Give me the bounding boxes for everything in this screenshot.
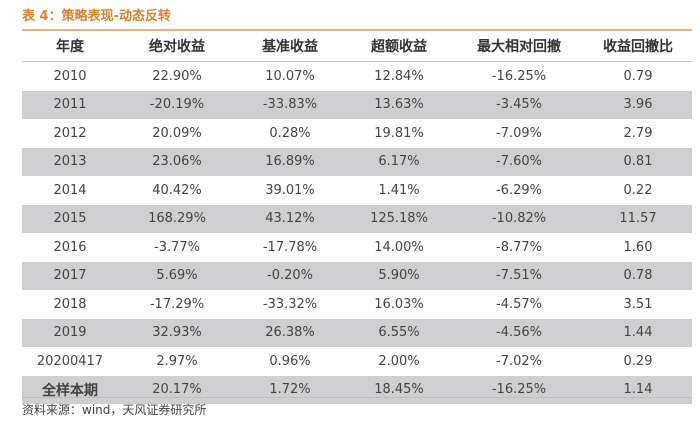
cell-excess-return: 6.55% <box>344 318 454 347</box>
header-excess-return: 超额收益 <box>344 31 454 62</box>
cell-year: 2011 <box>22 90 118 119</box>
table-row: 2017 5.69% -0.20% 5.90% -7.51% 0.78 <box>22 261 692 290</box>
cell-return-drawdown-ratio: 1.60 <box>623 239 653 255</box>
cell-excess-return: 19.81% <box>374 125 424 141</box>
cell-max-drawdown: -8.77% <box>496 239 542 255</box>
cell-absolute-return: 23.06% <box>118 147 236 176</box>
cell-year: 2017 <box>22 261 118 290</box>
cell-max-drawdown: -16.25% <box>454 375 584 404</box>
cell-max-drawdown: -16.25% <box>491 68 547 84</box>
cell-excess-return: 16.03% <box>374 296 424 312</box>
cell-benchmark-return: 16.89% <box>236 147 344 176</box>
cell-absolute-return: 20.09% <box>152 125 202 141</box>
cell-absolute-return: 5.69% <box>118 261 236 290</box>
cell-benchmark-return: -17.78% <box>262 239 318 255</box>
cell-year: 20200417 <box>36 353 104 369</box>
cell-excess-return: 2.00% <box>378 353 420 369</box>
cell-absolute-return: -17.29% <box>149 296 205 312</box>
cell-return-drawdown-ratio: 0.81 <box>584 147 692 176</box>
header-return-drawdown-ratio: 收益回撤比 <box>584 31 692 62</box>
cell-return-drawdown-ratio: 0.78 <box>584 261 692 290</box>
source-divider <box>22 397 692 398</box>
table-row: 全样本期 20.17% 1.72% 18.45% -16.25% 1.14 <box>22 375 692 404</box>
cell-benchmark-return: 26.38% <box>236 318 344 347</box>
cell-year: 2014 <box>53 182 87 198</box>
header-max-drawdown: 最大相对回撤 <box>454 31 584 62</box>
cell-max-drawdown: -7.51% <box>454 261 584 290</box>
cell-benchmark-return: -33.32% <box>262 296 318 312</box>
cell-year: 2015 <box>22 204 118 233</box>
cell-max-drawdown: -10.82% <box>454 204 584 233</box>
cell-year: 全样本期 <box>22 375 118 404</box>
cell-benchmark-return: 0.96% <box>269 353 311 369</box>
header-benchmark-return: 基准收益 <box>236 31 344 62</box>
cell-excess-return: 18.45% <box>344 375 454 404</box>
cell-return-drawdown-ratio: 1.44 <box>584 318 692 347</box>
caption-divider <box>22 29 692 31</box>
cell-absolute-return: 40.42% <box>152 182 202 198</box>
table-row: 2018 -17.29% -33.32% 16.03% -4.57% 3.51 <box>22 290 692 319</box>
cell-excess-return: 1.41% <box>378 182 420 198</box>
table-row: 2015 168.29% 43.12% 125.18% -10.82% 11.57 <box>22 204 692 233</box>
cell-max-drawdown: -4.57% <box>496 296 542 312</box>
cell-benchmark-return: -0.20% <box>236 261 344 290</box>
cell-return-drawdown-ratio: 0.22 <box>623 182 653 198</box>
cell-absolute-return: -3.77% <box>154 239 200 255</box>
cell-benchmark-return: 39.01% <box>265 182 315 198</box>
table-row: 2012 20.09% 0.28% 19.81% -7.09% 2.79 <box>22 119 692 148</box>
cell-benchmark-return: -33.83% <box>236 90 344 119</box>
cell-excess-return: 6.17% <box>344 147 454 176</box>
cell-absolute-return: 22.90% <box>152 68 202 84</box>
table-row: 2011 -20.19% -33.83% 13.63% -3.45% 3.96 <box>22 90 692 119</box>
cell-max-drawdown: -4.56% <box>454 318 584 347</box>
cell-year: 2013 <box>22 147 118 176</box>
cell-absolute-return: 20.17% <box>118 375 236 404</box>
cell-year: 2012 <box>53 125 87 141</box>
cell-year: 2018 <box>53 296 87 312</box>
cell-absolute-return: -20.19% <box>118 90 236 119</box>
cell-return-drawdown-ratio: 3.51 <box>623 296 653 312</box>
cell-benchmark-return: 0.28% <box>269 125 311 141</box>
cell-max-drawdown: -3.45% <box>454 90 584 119</box>
table-row: 2019 32.93% 26.38% 6.55% -4.56% 1.44 <box>22 318 692 347</box>
header-year: 年度 <box>22 31 118 62</box>
cell-return-drawdown-ratio: 3.96 <box>584 90 692 119</box>
cell-max-drawdown: -7.60% <box>454 147 584 176</box>
cell-excess-return: 125.18% <box>344 204 454 233</box>
cell-absolute-return: 32.93% <box>118 318 236 347</box>
cell-year: 2016 <box>53 239 87 255</box>
cell-absolute-return: 168.29% <box>118 204 236 233</box>
cell-return-drawdown-ratio: 2.79 <box>623 125 653 141</box>
table-caption: 表 4：策略表现-动态反转 <box>22 9 171 24</box>
source-note: 资料来源：wind，天风证券研究所 <box>22 403 207 417</box>
performance-table: 年度 绝对收益 基准收益 超额收益 最大相对回撤 收益回撤比 2010 22.90… <box>22 31 692 404</box>
table-row: 2016 -3.77% -17.78% 14.00% -8.77% 1.60 <box>22 233 692 262</box>
table-row: 2010 22.90% 10.07% 12.84% -16.25% 0.79 <box>22 62 692 91</box>
cell-excess-return: 14.00% <box>374 239 424 255</box>
cell-benchmark-return: 10.07% <box>265 68 315 84</box>
cell-year: 2019 <box>22 318 118 347</box>
cell-max-drawdown: -7.02% <box>496 353 542 369</box>
cell-benchmark-return: 43.12% <box>236 204 344 233</box>
cell-excess-return: 13.63% <box>344 90 454 119</box>
header-absolute-return: 绝对收益 <box>118 31 236 62</box>
cell-max-drawdown: -6.29% <box>496 182 542 198</box>
cell-return-drawdown-ratio: 1.14 <box>584 375 692 404</box>
cell-absolute-return: 2.97% <box>156 353 198 369</box>
table-header-row: 年度 绝对收益 基准收益 超额收益 最大相对回撤 收益回撤比 <box>22 31 692 62</box>
cell-return-drawdown-ratio: 11.57 <box>584 204 692 233</box>
cell-return-drawdown-ratio: 0.29 <box>623 353 653 369</box>
cell-year: 2010 <box>53 68 87 84</box>
table-row: 20200417 2.97% 0.96% 2.00% -7.02% 0.29 <box>22 347 692 376</box>
table-row: 2014 40.42% 39.01% 1.41% -6.29% 0.22 <box>22 176 692 205</box>
cell-max-drawdown: -7.09% <box>496 125 542 141</box>
cell-excess-return: 5.90% <box>344 261 454 290</box>
cell-excess-return: 12.84% <box>374 68 424 84</box>
table-row: 2013 23.06% 16.89% 6.17% -7.60% 0.81 <box>22 147 692 176</box>
cell-return-drawdown-ratio: 0.79 <box>623 68 653 84</box>
cell-benchmark-return: 1.72% <box>236 375 344 404</box>
